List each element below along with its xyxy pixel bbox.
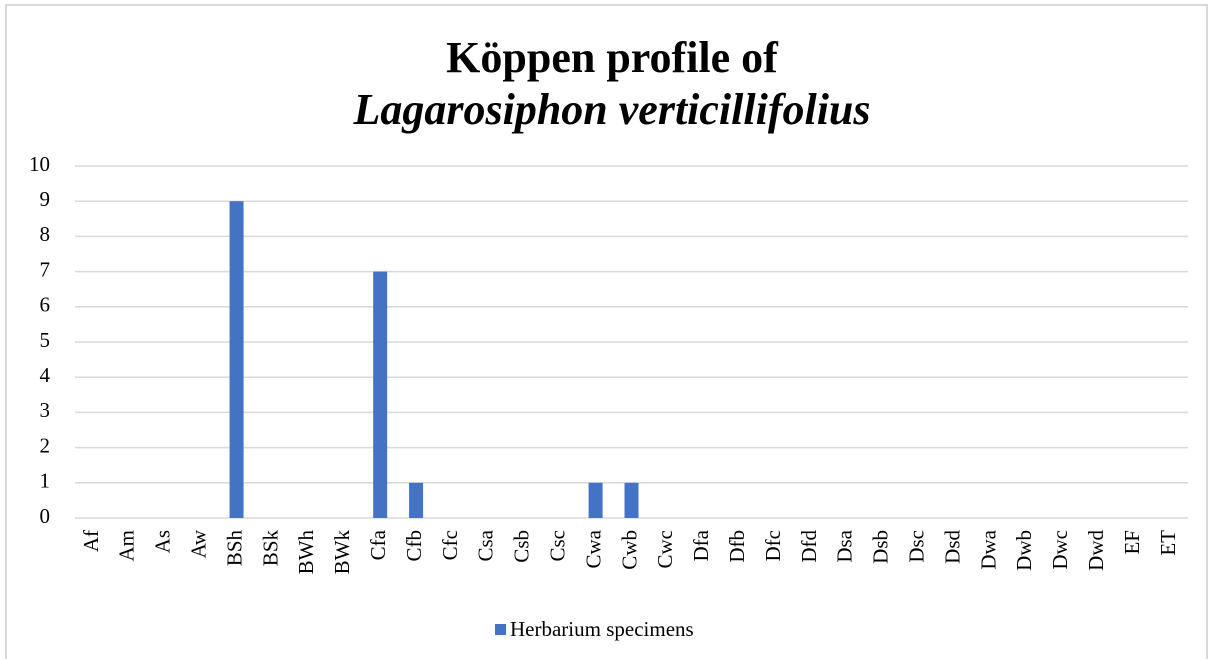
y-tick-label: 8 [40,222,51,246]
x-tick-label: EF [1120,530,1144,555]
x-tick-label: BSk [258,530,282,567]
x-tick-label: Dsc [905,530,929,563]
x-tick-label: BWh [294,530,318,575]
x-tick-label: Cwa [581,529,605,568]
x-tick-label: Am [115,530,139,562]
y-tick-label: 0 [40,504,51,528]
x-tick-label: Dsd [940,530,964,564]
x-tick-label: Dfd [797,530,821,563]
bar [229,201,244,518]
x-tick-label: Dfc [761,530,785,561]
y-tick-label: 6 [40,293,51,317]
x-tick-label: Csb [510,530,534,563]
x-tick-label: Aw [186,529,210,558]
x-tick-label: Csa [474,529,498,561]
x-tick-label: Cwb [617,530,641,570]
chart-title: Köppen profile of [446,33,779,82]
y-tick-label: 3 [40,398,51,422]
x-tick-label: Dwa [976,529,1000,569]
y-tick-label: 10 [29,152,50,176]
x-tick-label: Dfb [725,530,749,563]
x-tick-label: Csc [546,530,570,562]
y-tick-label: 1 [40,469,51,493]
bar [373,271,388,518]
legend-swatch [495,624,506,635]
legend-label: Herbarium specimens [510,617,694,641]
x-tick-label: Cfc [438,530,462,560]
bar [588,482,603,518]
x-tick-label: ET [1156,530,1180,556]
y-tick-label: 4 [40,363,51,387]
y-tick-label: 5 [40,328,51,352]
x-tick-label: Cfa [366,529,390,560]
y-tick-label: 7 [40,257,51,281]
x-tick-label: Af [79,530,103,552]
chart-frame [5,4,1208,659]
bar [624,482,639,518]
chart-title: Lagarosiphon verticillifolius [352,85,870,134]
x-tick-label: Dwc [1048,530,1072,570]
x-tick-label: Dwd [1084,530,1108,571]
x-tick-label: As [151,530,175,553]
bar [409,482,424,518]
y-tick-label: 9 [40,187,51,211]
y-tick-label: 2 [40,433,51,457]
x-tick-label: BWk [330,530,354,575]
x-tick-label: Dfa [689,529,713,561]
x-tick-label: Dwb [1012,530,1036,571]
x-tick-label: Dsa [833,529,857,562]
x-tick-label: Cwc [653,530,677,569]
x-tick-label: BSh [222,530,246,567]
x-tick-label: Dsb [869,530,893,564]
x-tick-label: Cfb [402,530,426,562]
